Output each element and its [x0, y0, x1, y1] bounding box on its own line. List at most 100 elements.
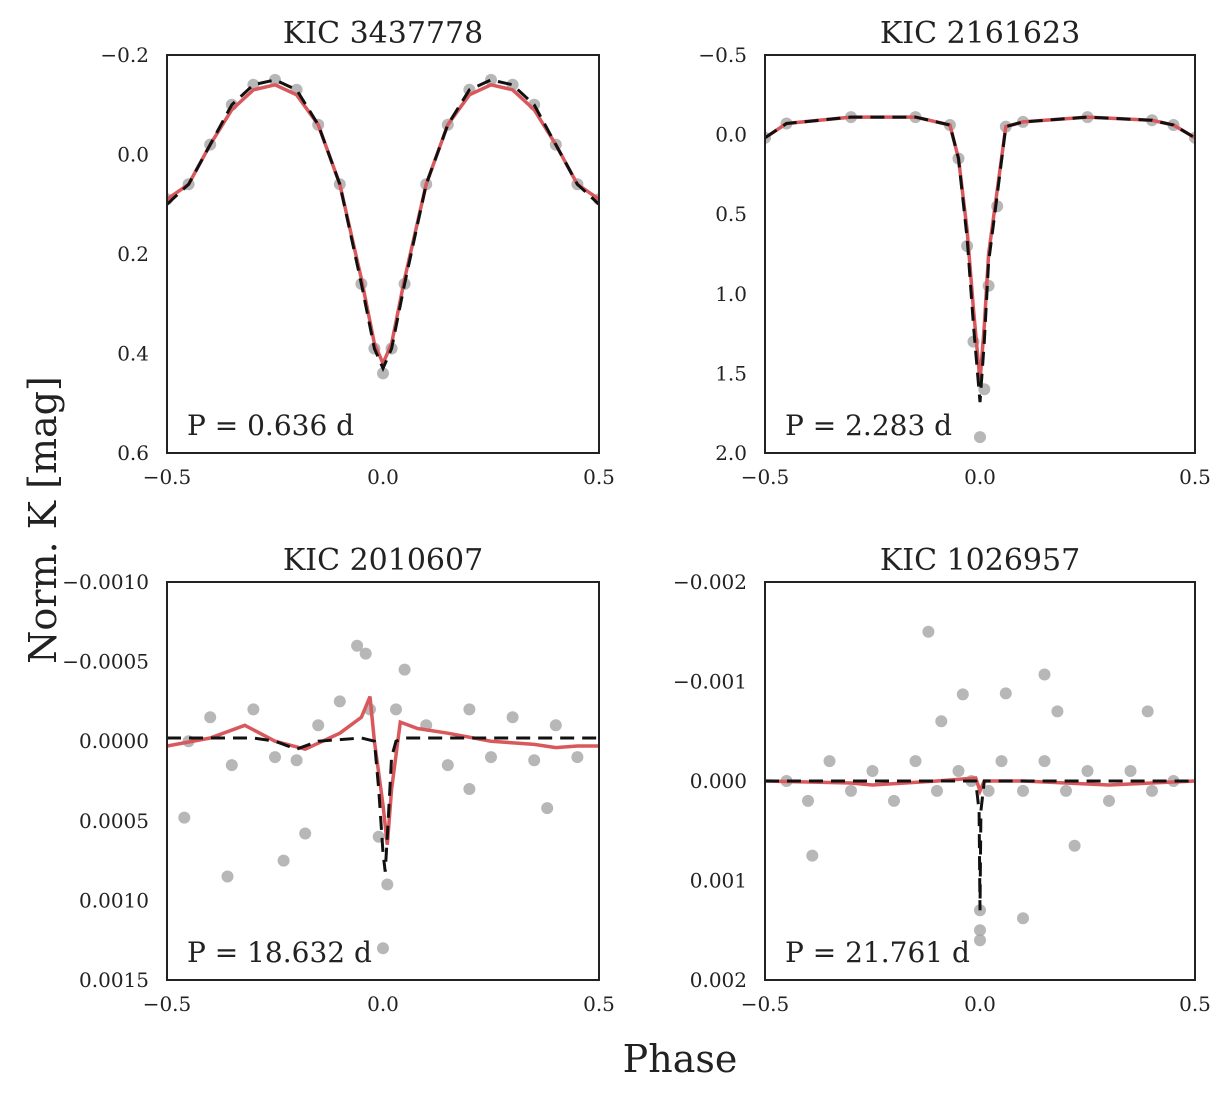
axes-frame: [166, 54, 600, 454]
data-point: [952, 765, 965, 777]
x-tick-label: 0.0: [367, 465, 399, 489]
data-point: [982, 784, 995, 797]
data-point: [1051, 705, 1064, 718]
data-point: [549, 719, 562, 732]
y-tick-label: 0.0: [715, 123, 747, 147]
model-line: [765, 115, 1195, 403]
x-tick-label: 0.5: [1179, 465, 1211, 489]
data-point: [528, 754, 541, 767]
data-point: [381, 878, 394, 891]
period-annotation: P = 0.636 d: [187, 409, 354, 442]
data-point: [1038, 668, 1051, 681]
data-point: [204, 711, 217, 724]
data-point: [225, 759, 238, 772]
data-point: [441, 759, 454, 772]
y-tick-label: 0.002: [690, 968, 747, 992]
panel-title: KIC 3437778: [283, 16, 483, 51]
period-annotation: P = 18.632 d: [187, 936, 372, 969]
data-point: [845, 784, 857, 797]
data-point: [290, 754, 303, 767]
period-annotation: P = 2.283 d: [785, 409, 952, 442]
data-point: [1060, 784, 1072, 797]
plot-area: [167, 73, 599, 380]
x-tick-label: 0.0: [964, 465, 996, 489]
data-point: [1068, 839, 1081, 852]
y-tick-label: 1.0: [715, 282, 747, 306]
panel-1: KIC 3437778 −0.5 0.0 0.5 −0.2 0.0 0.2 0.4 0.6 P =…: [100, 16, 614, 489]
y-tick-label: 0.0010: [79, 888, 149, 912]
data-point: [463, 703, 476, 716]
data-point: [277, 854, 290, 867]
data-point: [888, 794, 900, 807]
data-point: [974, 924, 986, 937]
data-point: [974, 431, 986, 444]
data-point: [1141, 705, 1154, 718]
y-axis-label: Norm. K [mag]: [21, 376, 65, 664]
panel-3: KIC 2010607 −0.5 0.0 0.5 −0.0010 −0.0005 0.000…: [62, 543, 615, 1016]
y-tick-label: −0.0005: [62, 650, 149, 674]
period-annotation: P = 21.761 d: [785, 936, 970, 969]
y-tick-label: 0.2: [117, 242, 149, 266]
y-tick-label: 0.0: [117, 143, 149, 167]
y-tick-label: 0.4: [117, 342, 149, 366]
fit-line: [765, 776, 1195, 796]
panel-title: KIC 2010607: [283, 543, 483, 578]
data-point: [299, 827, 312, 840]
x-tick-label: 0.5: [583, 465, 615, 489]
y-tick-label: 1.5: [715, 361, 747, 385]
x-axis-label: Phase: [623, 1037, 738, 1081]
y-tick-label: −0.5: [698, 43, 747, 67]
data-point: [333, 695, 346, 708]
x-tick-label: 0.5: [1179, 992, 1211, 1016]
y-tick-label: 0.0015: [79, 968, 149, 992]
axes-frame: [764, 54, 1196, 454]
data-point: [974, 934, 986, 947]
y-tick-label: −0.002: [673, 570, 747, 594]
data-point: [935, 715, 948, 728]
x-tick-label: −0.5: [143, 465, 192, 489]
data-point: [269, 751, 281, 764]
y-tick-label: 0.001: [690, 869, 747, 893]
plot-area: [167, 639, 599, 955]
data-point: [506, 711, 519, 724]
x-tick-label: 0.0: [964, 992, 996, 1016]
panel-2: KIC 2161623 −0.5 0.0 0.5 −0.5 0.0 0.5 1.0 1.5 2.0…: [698, 16, 1210, 489]
y-tick-label: 0.0000: [79, 729, 149, 753]
data-point: [485, 751, 497, 764]
data-point: [999, 687, 1012, 700]
y-tick-label: 0.6: [117, 441, 149, 465]
x-tick-label: −0.5: [741, 992, 790, 1016]
data-point: [377, 942, 389, 955]
plot-area: [765, 111, 1195, 444]
data-point: [802, 794, 814, 807]
data-point: [1146, 784, 1158, 797]
data-point: [931, 784, 943, 797]
y-tick-label: −0.001: [673, 670, 747, 694]
model-line: [765, 779, 1195, 911]
data-point: [909, 755, 922, 768]
x-tick-label: −0.5: [143, 992, 192, 1016]
model-line: [167, 78, 599, 373]
data-point: [995, 755, 1008, 768]
data-point: [956, 688, 969, 701]
data-point: [463, 783, 476, 795]
data-point: [541, 802, 554, 815]
x-tick-label: −0.5: [741, 465, 790, 489]
y-tick-label: 0.0005: [79, 809, 149, 833]
panel-title: KIC 1026957: [880, 543, 1080, 578]
fit-line: [765, 115, 1195, 382]
axes-frame: [166, 581, 600, 981]
y-tick-label: −0.2: [100, 43, 149, 67]
data-point: [571, 751, 584, 764]
data-point: [390, 703, 402, 716]
data-point: [1017, 912, 1029, 925]
data-point: [866, 765, 879, 777]
data-point: [1103, 794, 1115, 807]
data-point: [247, 703, 260, 716]
axes-frame: [764, 581, 1196, 981]
plot-area: [765, 625, 1195, 947]
x-tick-label: 0.5: [583, 992, 615, 1016]
data-point: [1081, 765, 1094, 777]
data-point: [806, 849, 819, 862]
